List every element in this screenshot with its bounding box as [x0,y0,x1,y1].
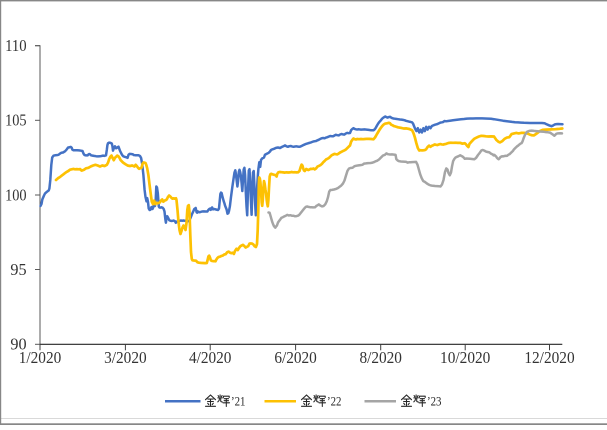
svg-text:105: 105 [5,111,27,130]
svg-text:’21: ’21 [231,394,246,409]
svg-text:3/2020: 3/2020 [104,348,147,367]
svg-text:95: 95 [10,260,26,279]
svg-text:8/2020: 8/2020 [359,348,402,367]
svg-text:100: 100 [5,185,27,204]
svg-text:1/2020: 1/2020 [19,348,62,367]
svg-text:6/2020: 6/2020 [274,348,317,367]
svg-text:’23: ’23 [427,394,442,409]
svg-text:10/2020: 10/2020 [440,348,490,367]
svg-text:12/2020: 12/2020 [524,348,574,367]
svg-text:’22: ’22 [327,394,342,409]
svg-text:110: 110 [5,36,27,55]
svg-text:90: 90 [10,335,26,354]
svg-text:4/2020: 4/2020 [189,348,232,367]
